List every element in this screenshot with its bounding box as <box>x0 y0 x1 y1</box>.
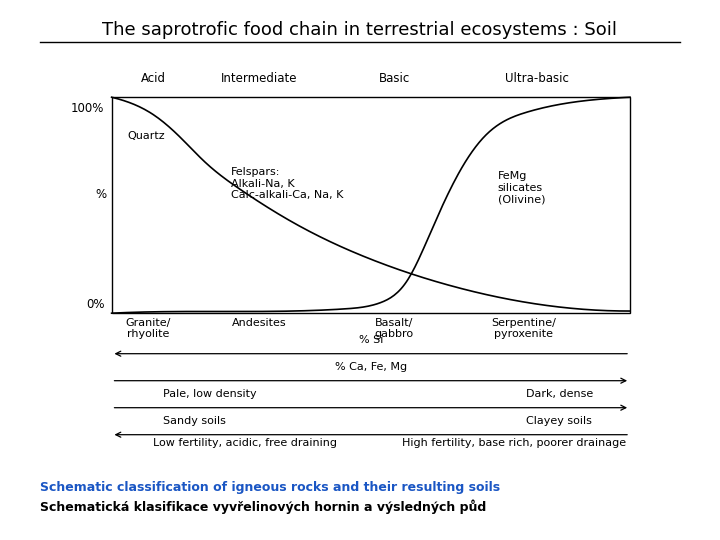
Text: Basalt/
gabbro: Basalt/ gabbro <box>374 318 414 339</box>
Text: Ultra-basic: Ultra-basic <box>505 72 569 85</box>
Text: Clayey soils: Clayey soils <box>526 416 592 426</box>
Text: Granite/
rhyolite: Granite/ rhyolite <box>125 318 171 339</box>
Text: Pale, low density: Pale, low density <box>163 389 257 399</box>
Text: Dark, dense: Dark, dense <box>526 389 593 399</box>
Text: FeMg
silicates
(Olivine): FeMg silicates (Olivine) <box>498 171 545 205</box>
Text: Basic: Basic <box>379 72 410 85</box>
Text: Intermediate: Intermediate <box>221 72 297 85</box>
Text: The saprotrofic food chain in terrestrial ecosystems : Soil: The saprotrofic food chain in terrestria… <box>102 21 618 39</box>
Text: High fertility, base rich, poorer drainage: High fertility, base rich, poorer draina… <box>402 437 626 448</box>
Text: Andesites: Andesites <box>232 318 287 328</box>
Text: Serpentine/
pyroxenite: Serpentine/ pyroxenite <box>491 318 556 339</box>
Bar <box>112 97 630 313</box>
Text: %: % <box>96 188 107 201</box>
Text: Quartz: Quartz <box>127 131 165 141</box>
Text: Schematic classification of igneous rocks and their resulting soils: Schematic classification of igneous rock… <box>40 481 500 494</box>
Text: Schematická klasifikace vyvřelinových hornin a výsledných půd: Schematická klasifikace vyvřelinových ho… <box>40 500 486 514</box>
Text: % Ca, Fe, Mg: % Ca, Fe, Mg <box>335 362 407 372</box>
Text: 0%: 0% <box>86 298 104 311</box>
Text: Low fertility, acidic, free draining: Low fertility, acidic, free draining <box>153 437 337 448</box>
Text: 100%: 100% <box>71 102 104 114</box>
Text: Felspars:
Alkali-Na, K
Calc-alkali-Ca, Na, K: Felspars: Alkali-Na, K Calc-alkali-Ca, N… <box>231 167 343 200</box>
Text: Sandy soils: Sandy soils <box>163 416 226 426</box>
Text: % Si: % Si <box>359 335 383 345</box>
Text: Acid: Acid <box>140 72 166 85</box>
